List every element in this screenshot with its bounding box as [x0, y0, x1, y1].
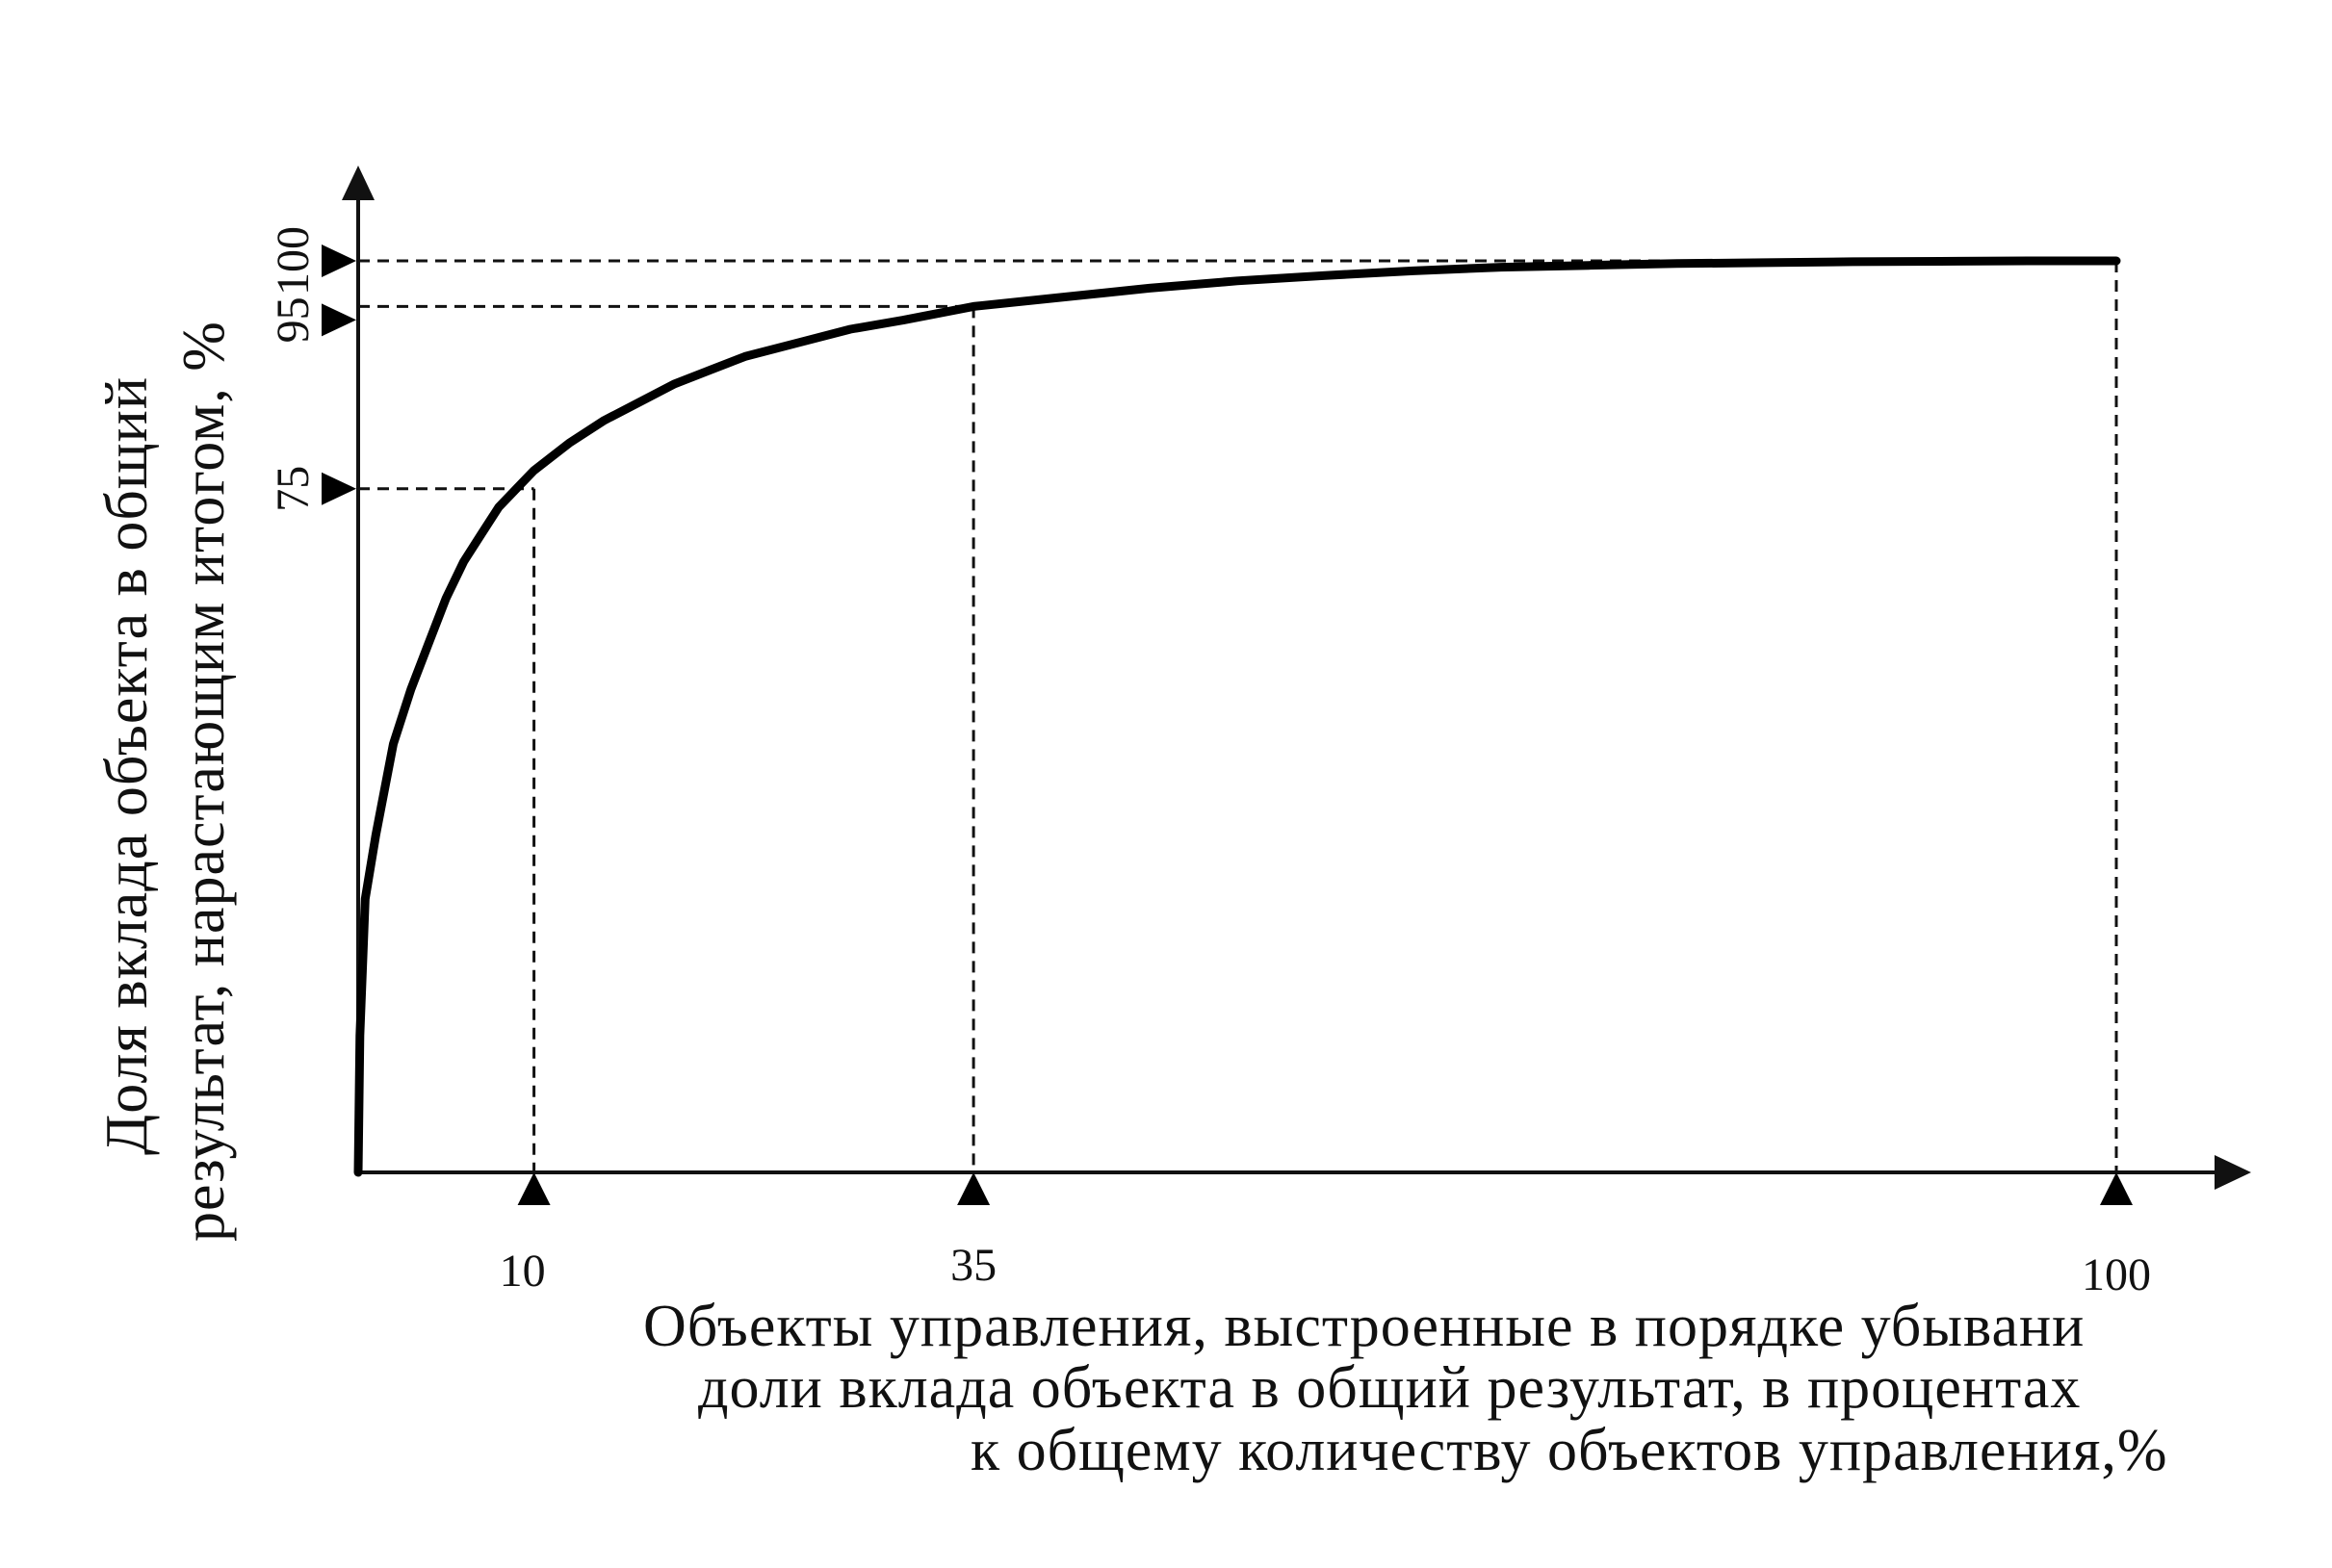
x-tick-label-35: 35: [950, 1240, 997, 1291]
x-axis-title-line-2: доли вклада объекта в общий результат, в…: [698, 1355, 2081, 1421]
y-tick-label-100: 100: [268, 226, 319, 296]
x-axis-title-line-3: к общему количеству объектов управления,…: [971, 1418, 2168, 1483]
x-tick-marker-100: [2100, 1172, 2133, 1205]
y-tick-marker-100: [322, 244, 356, 277]
y-axis-arrow: [342, 166, 375, 200]
x-tick-label-100: 100: [2082, 1249, 2151, 1300]
x-tick-marker-35: [957, 1172, 991, 1205]
y-axis-title-line-1: Доля вклада объекта в общий: [94, 376, 160, 1155]
x-tick-label-10: 10: [500, 1246, 546, 1297]
y-tick-label-75: 75: [268, 466, 319, 512]
y-tick-marker-95: [322, 303, 356, 337]
x-axis-title-line-1: Объекты управления, выстроенные в порядк…: [643, 1294, 2085, 1359]
y-axis-title-line-2: результат, нарастающим итогом, %: [171, 321, 237, 1242]
x-axis-arrow: [2215, 1155, 2251, 1190]
series-layer: [353, 256, 2121, 1177]
y-tick-label-95: 95: [268, 296, 319, 343]
series-line-0: [353, 256, 2121, 1177]
reference-lines: [358, 259, 2118, 1172]
y-tick-marker-75: [322, 472, 356, 505]
x-tick-marker-10: [517, 1172, 551, 1205]
